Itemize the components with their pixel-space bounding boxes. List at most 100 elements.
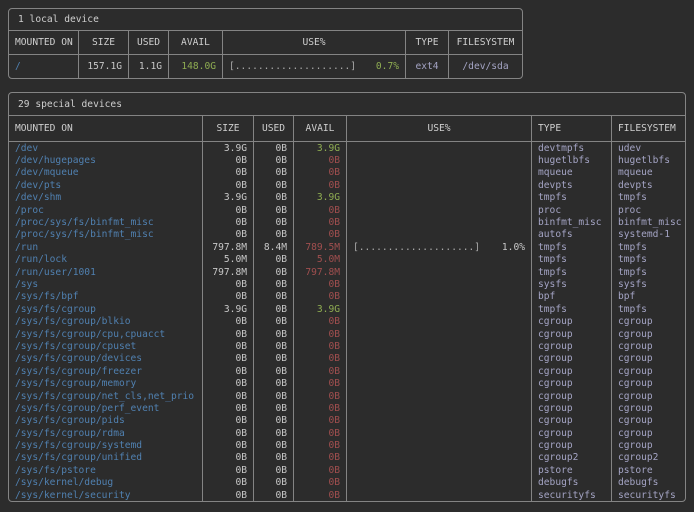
used-cell: 0B [254,154,294,166]
device-row: /dev/pts0B0B0Bdevptsdevpts [9,179,685,191]
used-cell: 0B [254,328,294,340]
device-row: /sys/kernel/security0B0B0Bsecurityfssecu… [9,489,685,501]
size-cell: 0B [203,204,254,216]
avail-cell: 148.0G [169,55,223,78]
type-cell: cgroup [532,439,612,451]
filesystem-cell: bpf [612,291,685,303]
mounted-on-cell: /proc/sys/fs/binfmt_misc [9,216,203,228]
type-cell: cgroup [532,390,612,402]
use-percent-cell [347,291,532,303]
avail-cell: 0B [294,229,347,241]
size-cell: 3.9G [203,192,254,204]
filesystem-cell: cgroup [612,315,685,327]
mounted-on-cell: /dev/mqueue [9,167,203,179]
used-cell: 0B [254,427,294,439]
size-cell: 3.9G [203,303,254,315]
mounted-on-cell: /dev/pts [9,179,203,191]
size-cell: 3.9G [203,142,254,154]
size-cell: 0B [203,464,254,476]
size-cell: 0B [203,328,254,340]
used-cell: 0B [254,204,294,216]
mounted-on-cell: /sys/fs/pstore [9,464,203,476]
avail-cell: 0B [294,477,347,489]
avail-cell: 789.5M [294,241,347,253]
type-cell: cgroup [532,328,612,340]
used-cell: 0B [254,315,294,327]
col-header-size: SIZE [203,116,254,141]
device-row: /sys/fs/cgroup/blkio0B0B0Bcgroupcgroup [9,315,685,327]
use-percent-cell [347,340,532,352]
terminal-screen: 1 local device MOUNTED ONSIZEUSEDAVAILUS… [0,0,694,512]
mounted-on-cell: /sys/fs/cgroup [9,303,203,315]
type-cell: autofs [532,229,612,241]
device-row: /run/lock5.0M0B5.0Mtmpfstmpfs [9,254,685,266]
col-header-type: TYPE [406,31,449,54]
mounted-on-cell: /sys/fs/cgroup/net_cls,net_prio [9,390,203,402]
avail-cell: 0B [294,328,347,340]
col-header-size: SIZE [79,31,129,54]
use-percent-cell [347,464,532,476]
avail-cell: 0B [294,179,347,191]
use-percent-cell [347,278,532,290]
device-row: /sys/fs/cgroup3.9G0B3.9Gtmpfstmpfs [9,303,685,315]
filesystem-cell: pstore [612,464,685,476]
type-cell: cgroup [532,315,612,327]
filesystem-cell: cgroup [612,328,685,340]
type-cell: debugfs [532,477,612,489]
used-cell: 0B [254,477,294,489]
avail-cell: 0B [294,439,347,451]
size-cell: 0B [203,365,254,377]
filesystem-cell: tmpfs [612,192,685,204]
used-cell: 0B [254,303,294,315]
filesystem-cell: cgroup [612,402,685,414]
filesystem-cell: tmpfs [612,241,685,253]
mounted-on-cell: /sys/fs/cgroup/perf_event [9,402,203,414]
mounted-on-cell: /dev [9,142,203,154]
use-percent-cell [347,390,532,402]
use-percent-cell [347,142,532,154]
use-percent-cell [347,377,532,389]
usage-percent: 1.0% [502,242,525,253]
use-percent-cell [347,204,532,216]
filesystem-cell: /dev/sda [449,55,522,78]
used-cell: 0B [254,229,294,241]
size-cell: 0B [203,315,254,327]
mounted-on-cell: /sys/fs/cgroup/systemd [9,439,203,451]
mounted-on-cell: /sys/fs/cgroup/pids [9,415,203,427]
type-cell: pstore [532,464,612,476]
used-cell: 0B [254,377,294,389]
use-percent-cell [347,402,532,414]
avail-cell: 0B [294,216,347,228]
filesystem-cell: tmpfs [612,266,685,278]
avail-cell: 0B [294,489,347,501]
filesystem-cell: cgroup [612,427,685,439]
avail-cell: 0B [294,291,347,303]
mounted-on-cell: /sys/kernel/debug [9,477,203,489]
used-cell: 0B [254,489,294,501]
size-cell: 0B [203,390,254,402]
device-row: /dev/shm3.9G0B3.9Gtmpfstmpfs [9,192,685,204]
type-cell: securityfs [532,489,612,501]
type-cell: tmpfs [532,192,612,204]
size-cell: 0B [203,179,254,191]
avail-cell: 0B [294,353,347,365]
type-cell: tmpfs [532,303,612,315]
type-cell: cgroup [532,340,612,352]
local-devices-title: 1 local device [9,9,522,31]
mounted-on-cell: /dev/hugepages [9,154,203,166]
use-percent-cell [347,427,532,439]
avail-cell: 5.0M [294,254,347,266]
device-row: /sys/fs/cgroup/pids0B0B0Bcgroupcgroup [9,415,685,427]
mounted-on-cell: /sys/kernel/security [9,489,203,501]
type-cell: cgroup [532,377,612,389]
local-devices-table: 1 local device MOUNTED ONSIZEUSEDAVAILUS… [8,8,523,79]
usage-percent: 0.7% [376,61,399,72]
used-cell: 0B [254,390,294,402]
used-cell: 8.4M [254,241,294,253]
device-row: /sys/fs/cgroup/rdma0B0B0Bcgroupcgroup [9,427,685,439]
filesystem-cell: hugetlbfs [612,154,685,166]
device-row: /dev/hugepages0B0B0Bhugetlbfshugetlbfs [9,154,685,166]
filesystem-cell: securityfs [612,489,685,501]
size-cell: 0B [203,167,254,179]
device-row: /proc/sys/fs/binfmt_misc0B0B0Bbinfmt_mis… [9,216,685,228]
